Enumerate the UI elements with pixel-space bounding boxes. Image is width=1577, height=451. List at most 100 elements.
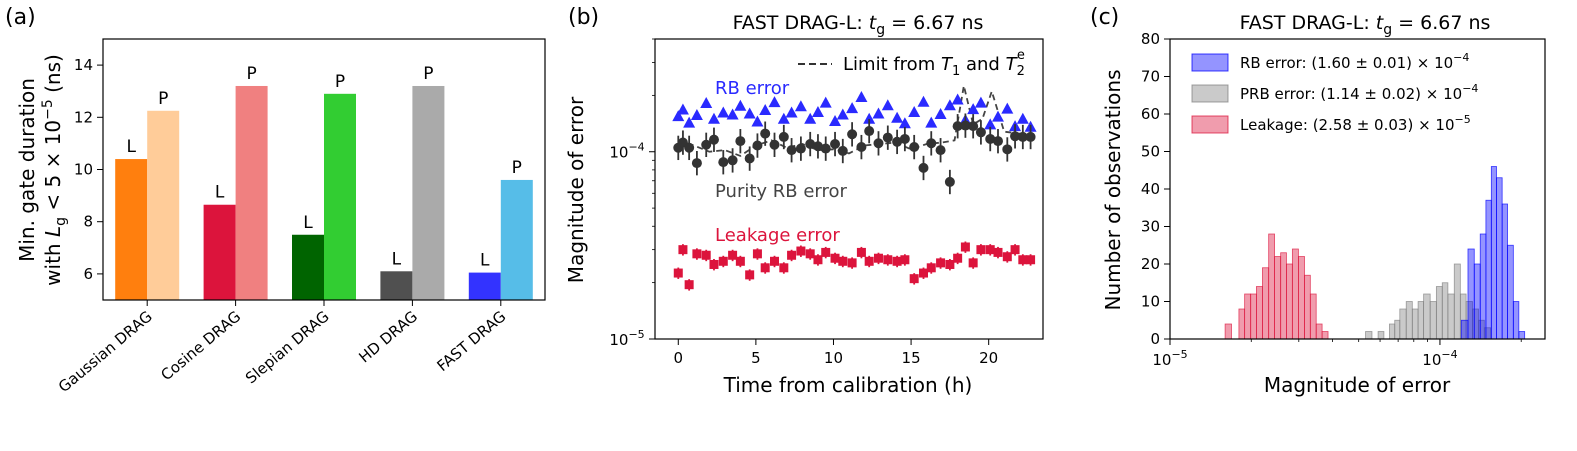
- leakage-point: [900, 255, 910, 265]
- rb-error-point: [891, 111, 904, 123]
- x-tick-label: 10: [824, 349, 843, 367]
- rb-error-point: [967, 103, 980, 115]
- x-tick-label: 15: [902, 349, 921, 367]
- bar-label-p: P: [158, 89, 168, 109]
- rb-error-point: [777, 112, 790, 124]
- hist-bar-rb-error: [1485, 199, 1492, 340]
- leakage-point: [985, 245, 995, 255]
- purity-rb-point: [944, 176, 955, 187]
- purity-rb-point: [718, 157, 729, 168]
- panel-c-histogram: FAST DRAG-L: tg = 6.67 ns Number of obse…: [1101, 12, 1546, 397]
- bar-label-p: P: [512, 158, 522, 178]
- rb-error-point: [836, 108, 849, 120]
- leakage-point: [936, 258, 946, 268]
- x-tick-label: FAST DRAG: [433, 307, 509, 375]
- bar-l: [115, 159, 148, 300]
- leakage-point: [909, 274, 919, 284]
- hist-bar-prb-error: [1447, 293, 1455, 340]
- purity-rb-point: [708, 134, 719, 145]
- y-tick-label: 8: [83, 213, 93, 231]
- purity-rb-point: [952, 121, 963, 132]
- hist-bar-leakage: [1238, 308, 1246, 340]
- hist-bar-leakage: [1224, 323, 1232, 340]
- leakage-point: [673, 268, 683, 278]
- hist-bar-rb-error: [1467, 248, 1475, 340]
- bar-label-p: P: [335, 72, 345, 92]
- y-tick-label: 70: [1141, 68, 1160, 86]
- rb-error-point: [1001, 102, 1014, 114]
- leakage-point: [847, 258, 857, 268]
- panel-b-title: FAST DRAG-L: tg = 6.67 ns: [733, 12, 984, 38]
- rb-error-point: [768, 96, 781, 108]
- leakage-point: [918, 268, 928, 278]
- rb-error-point: [759, 104, 772, 116]
- rb-error-point: [943, 99, 956, 111]
- annotation-leakage-error: Leakage error: [715, 225, 840, 246]
- bar-l: [292, 234, 324, 300]
- rb-error-point: [690, 109, 703, 121]
- purity-rb-point: [727, 155, 738, 166]
- leakage-point: [960, 242, 970, 252]
- panel-a-ylabel-line2: with Lg < 5 × 10−5 (ns): [40, 54, 69, 286]
- leakage-point: [678, 245, 688, 255]
- panel-a-ylabel-line1: Min. gate duration: [15, 78, 39, 262]
- y-tick-label: 20: [1141, 255, 1160, 273]
- rb-error-point: [974, 96, 987, 108]
- purity-rb-point: [882, 132, 893, 143]
- rb-error-point: [1016, 112, 1029, 124]
- purity-rb-point: [985, 133, 996, 144]
- purity-rb-point: [735, 136, 746, 147]
- hist-bar-rb-error: [1501, 203, 1508, 340]
- purity-rb-point: [926, 138, 937, 149]
- leakage-point: [787, 250, 797, 260]
- hist-bar-leakage: [1280, 252, 1287, 340]
- rb-error-point: [991, 110, 1004, 122]
- leakage-point: [728, 250, 738, 260]
- hist-bar-prb-error: [1435, 286, 1443, 340]
- leakage-point: [883, 255, 893, 265]
- purity-rb-point: [684, 142, 695, 153]
- rb-error-point: [811, 106, 824, 118]
- panel-b-xlabel: Time from calibration (h): [723, 373, 973, 397]
- leakage-point: [760, 263, 770, 273]
- hist-bar-prb-error: [1394, 319, 1401, 340]
- hist-bar-leakage: [1315, 323, 1323, 340]
- rb-error-point: [672, 110, 685, 122]
- hist-bar-leakage: [1298, 256, 1305, 340]
- bar-label-l: L: [480, 251, 490, 271]
- annotation-rb-error: RB error: [715, 78, 790, 99]
- legend-swatch-leakage: [1191, 115, 1229, 134]
- purity-rb-point: [752, 140, 763, 151]
- leakage-point: [779, 263, 789, 273]
- hist-bar-rb-error: [1512, 301, 1520, 340]
- rb-error-point: [785, 106, 798, 118]
- x-tick-label: Cosine DRAG: [157, 307, 244, 384]
- legend-limit-label: Limit from T1 and T2e: [843, 48, 1025, 79]
- hist-bar-rb-error: [1490, 166, 1497, 340]
- rb-error-point: [804, 112, 817, 124]
- purity-rb-point: [992, 136, 1003, 147]
- purity-rb-point: [960, 120, 971, 131]
- leakage-point: [892, 256, 902, 266]
- leakage-point: [770, 256, 780, 266]
- hist-bar-rb-error: [1460, 319, 1469, 340]
- hist-bar-leakage: [1244, 293, 1252, 340]
- hist-bar-leakage: [1304, 274, 1311, 340]
- purity-rb-point: [864, 126, 875, 137]
- annotation-purity-rb-error: Purity RB error: [715, 181, 848, 202]
- bar-l: [468, 272, 501, 300]
- purity-rb-point: [837, 145, 848, 156]
- rb-error-point: [863, 112, 876, 124]
- bar-p: [147, 110, 180, 301]
- leakage-point: [926, 263, 936, 273]
- rb-error-point: [700, 97, 713, 109]
- purity-rb-point: [820, 143, 831, 154]
- panel-label-c: (c): [1090, 5, 1119, 30]
- hist-bar-prb-error: [1411, 308, 1419, 340]
- x-tick-label: 0: [674, 349, 684, 367]
- rb-error-point: [717, 106, 730, 118]
- rb-error-point: [819, 96, 832, 108]
- hist-bar-rb-error: [1479, 233, 1487, 340]
- bar-label-p: P: [423, 64, 433, 84]
